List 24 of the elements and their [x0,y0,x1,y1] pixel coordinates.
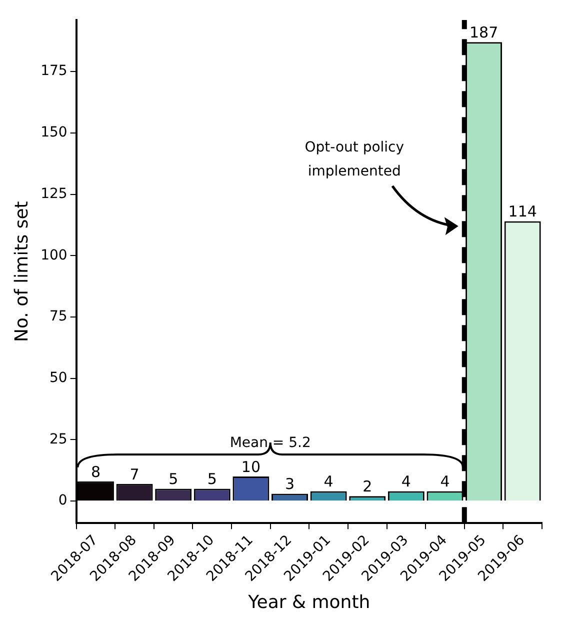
y-axis-title: No. of limits set [11,201,32,342]
y-tick-label: 150 [40,124,68,141]
data-label: 7 [130,465,140,484]
y-tick-label: 100 [40,247,68,264]
y-tick-label: 0 [58,492,68,509]
data-label: 114 [508,202,537,221]
data-label: 5 [207,470,217,488]
y-tick-label: 175 [40,63,68,80]
y-tick-label: 25 [49,431,68,448]
data-label: 8 [90,462,100,481]
data-label: 10 [241,458,260,476]
data-label: 4 [324,472,334,491]
data-label: 4 [401,472,411,491]
ref-line-label: Opt-out policy implemented [304,140,404,180]
y-tick-label: 125 [40,186,68,202]
data-label: 2 [362,478,372,496]
annotation: Mean = 5.2 [230,435,311,452]
data-label: 187 [469,23,498,42]
data-label: 4 [440,472,450,491]
y-tick-label: 75 [49,308,68,325]
data-label: 3 [284,475,295,494]
x-axis-title: Year & month [247,592,370,613]
data-label: 5 [168,470,178,488]
y-tick-label: 50 [49,370,68,386]
